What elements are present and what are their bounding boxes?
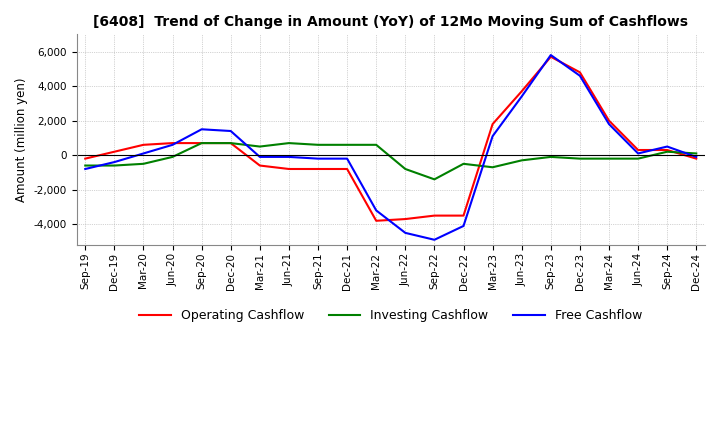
Free Cashflow (634, 151, 642, 156)
Investing Cashflow (256, 144, 264, 149)
Operating Cashflow (284, 166, 293, 172)
Operating Cashflow (343, 166, 351, 172)
Line: Investing Cashflow: Investing Cashflow (85, 143, 696, 180)
Investing Cashflow (634, 156, 642, 161)
Investing Cashflow (605, 156, 613, 161)
Free Cashflow (459, 224, 468, 229)
Operating Cashflow (372, 218, 381, 224)
Legend: Operating Cashflow, Investing Cashflow, Free Cashflow: Operating Cashflow, Investing Cashflow, … (135, 304, 647, 327)
Free Cashflow (401, 230, 410, 235)
Operating Cashflow (459, 213, 468, 218)
Investing Cashflow (488, 165, 497, 170)
Investing Cashflow (575, 156, 584, 161)
Investing Cashflow (401, 166, 410, 172)
Free Cashflow (430, 237, 438, 242)
Operating Cashflow (430, 213, 438, 218)
Investing Cashflow (372, 142, 381, 147)
Investing Cashflow (197, 140, 206, 146)
Free Cashflow (256, 154, 264, 160)
Title: [6408]  Trend of Change in Amount (YoY) of 12Mo Moving Sum of Cashflows: [6408] Trend of Change in Amount (YoY) o… (94, 15, 688, 29)
Investing Cashflow (284, 140, 293, 146)
Free Cashflow (488, 134, 497, 139)
Investing Cashflow (343, 142, 351, 147)
Free Cashflow (81, 166, 89, 172)
Investing Cashflow (546, 154, 555, 160)
Line: Operating Cashflow: Operating Cashflow (85, 57, 696, 221)
Investing Cashflow (663, 149, 672, 154)
Operating Cashflow (226, 140, 235, 146)
Line: Free Cashflow: Free Cashflow (85, 55, 696, 240)
Operating Cashflow (314, 166, 323, 172)
Operating Cashflow (139, 142, 148, 147)
Free Cashflow (343, 156, 351, 161)
Operating Cashflow (663, 147, 672, 153)
Investing Cashflow (168, 154, 177, 160)
Investing Cashflow (139, 161, 148, 166)
Free Cashflow (605, 121, 613, 127)
Investing Cashflow (226, 140, 235, 146)
Free Cashflow (314, 156, 323, 161)
Investing Cashflow (81, 163, 89, 168)
Investing Cashflow (314, 142, 323, 147)
Operating Cashflow (401, 216, 410, 222)
Operating Cashflow (605, 118, 613, 123)
Operating Cashflow (256, 163, 264, 168)
Operating Cashflow (518, 89, 526, 94)
Free Cashflow (518, 94, 526, 99)
Operating Cashflow (575, 70, 584, 75)
Operating Cashflow (197, 140, 206, 146)
Investing Cashflow (110, 163, 119, 168)
Operating Cashflow (81, 156, 89, 161)
Free Cashflow (692, 154, 701, 160)
Operating Cashflow (634, 147, 642, 153)
Operating Cashflow (546, 54, 555, 59)
Investing Cashflow (430, 177, 438, 182)
Investing Cashflow (518, 158, 526, 163)
Free Cashflow (168, 142, 177, 147)
Free Cashflow (226, 128, 235, 134)
Free Cashflow (197, 127, 206, 132)
Operating Cashflow (168, 140, 177, 146)
Free Cashflow (110, 159, 119, 165)
Operating Cashflow (692, 156, 701, 161)
Investing Cashflow (459, 161, 468, 166)
Y-axis label: Amount (million yen): Amount (million yen) (15, 77, 28, 202)
Free Cashflow (663, 144, 672, 149)
Free Cashflow (575, 73, 584, 78)
Free Cashflow (372, 208, 381, 213)
Operating Cashflow (110, 149, 119, 154)
Investing Cashflow (692, 151, 701, 156)
Free Cashflow (284, 154, 293, 160)
Free Cashflow (546, 52, 555, 58)
Free Cashflow (139, 151, 148, 156)
Operating Cashflow (488, 121, 497, 127)
